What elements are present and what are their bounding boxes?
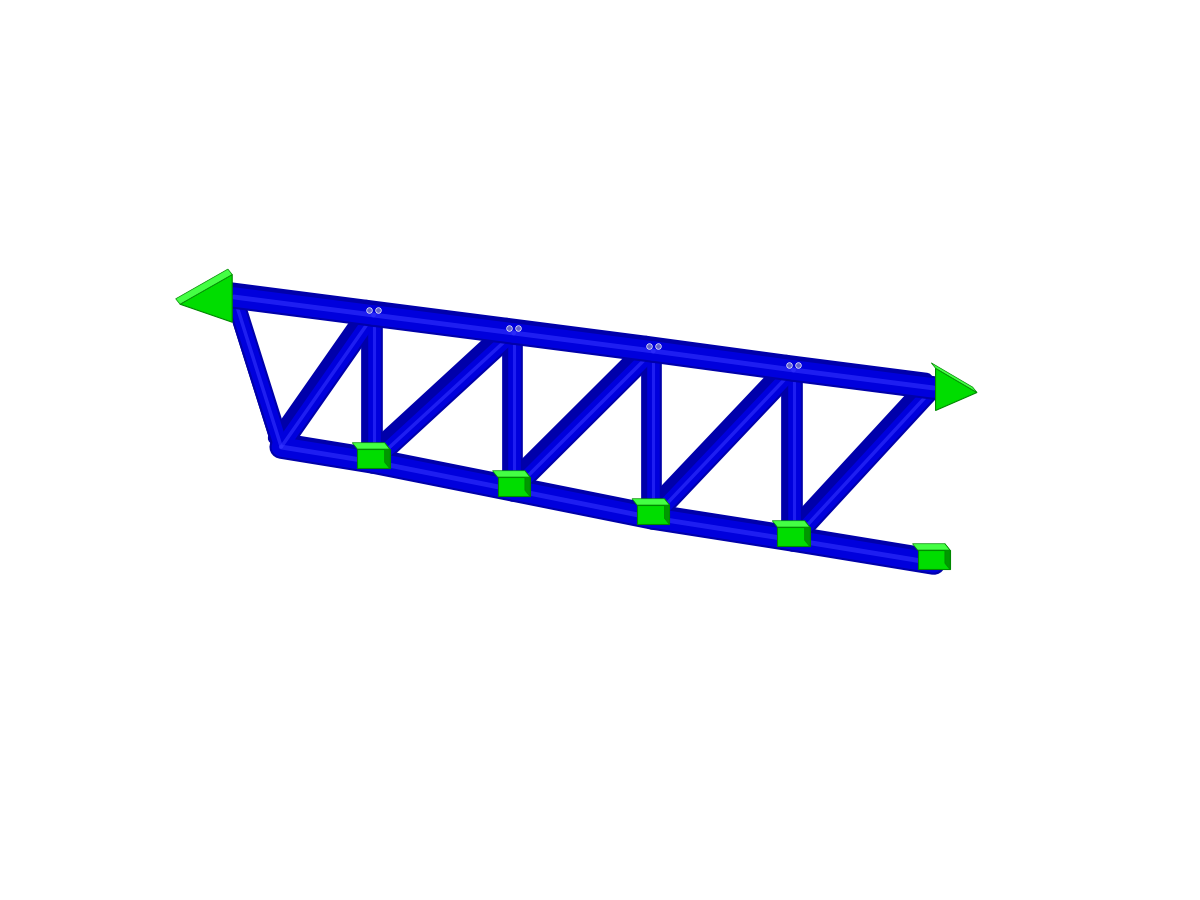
Polygon shape bbox=[665, 499, 670, 525]
Polygon shape bbox=[632, 499, 670, 505]
Polygon shape bbox=[180, 274, 233, 322]
Polygon shape bbox=[385, 443, 390, 469]
Polygon shape bbox=[492, 471, 530, 477]
Polygon shape bbox=[778, 527, 810, 546]
Polygon shape bbox=[227, 288, 373, 315]
Polygon shape bbox=[498, 477, 530, 497]
Polygon shape bbox=[637, 505, 670, 525]
Polygon shape bbox=[918, 550, 950, 570]
Polygon shape bbox=[506, 324, 653, 351]
Polygon shape bbox=[936, 368, 977, 410]
Polygon shape bbox=[786, 361, 934, 388]
Polygon shape bbox=[353, 443, 390, 449]
Polygon shape bbox=[912, 544, 950, 550]
Polygon shape bbox=[646, 342, 793, 370]
Polygon shape bbox=[358, 449, 390, 469]
Polygon shape bbox=[524, 471, 530, 497]
Polygon shape bbox=[175, 269, 233, 304]
Polygon shape bbox=[931, 363, 977, 392]
Polygon shape bbox=[773, 521, 810, 527]
Polygon shape bbox=[944, 544, 950, 570]
Polygon shape bbox=[805, 521, 810, 546]
Polygon shape bbox=[366, 306, 514, 333]
